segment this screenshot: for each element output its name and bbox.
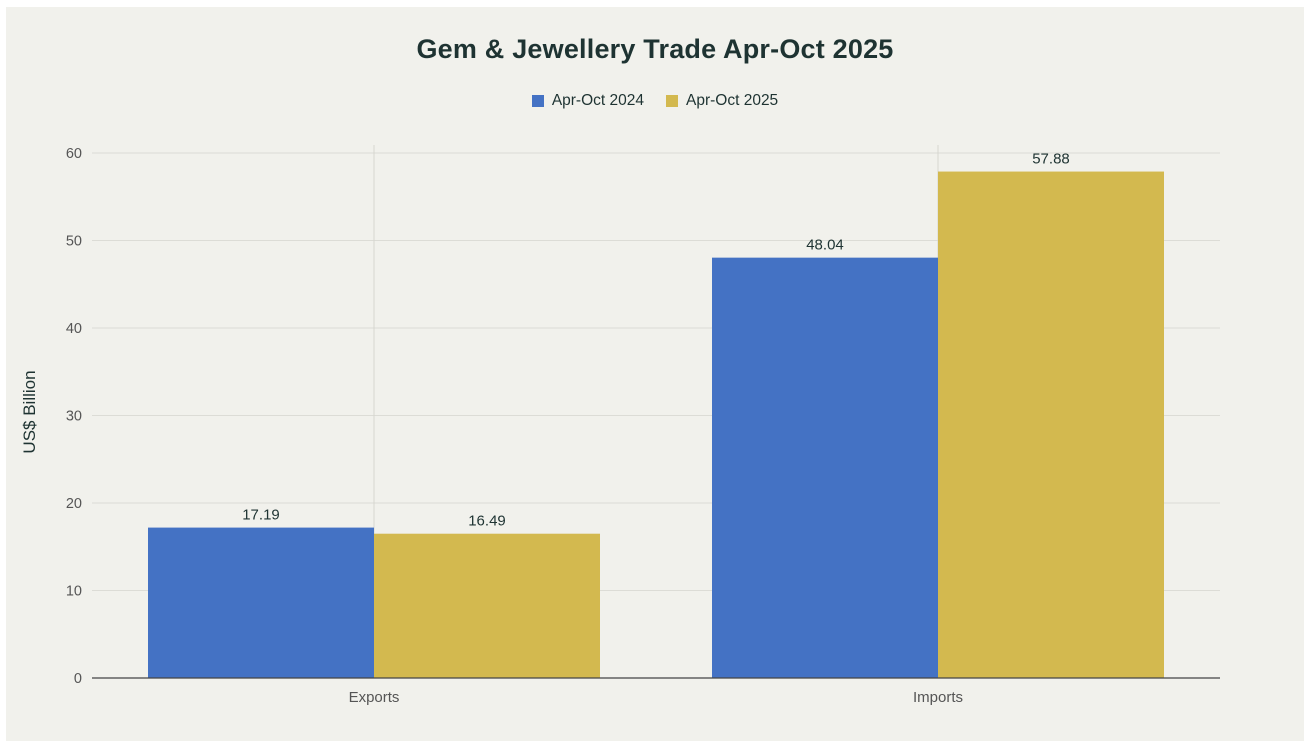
legend-swatch-series-2 [666, 95, 678, 107]
legend-item-series-2[interactable]: Apr-Oct 2025 [666, 92, 778, 110]
bar-exports-series-2 [374, 533, 600, 678]
data-label: 48.04 [806, 237, 844, 254]
y-tick-label: 50 [66, 234, 82, 250]
bar-exports-series-1 [148, 527, 374, 678]
legend-swatch-series-1 [531, 95, 544, 107]
y-tick-label: 30 [66, 409, 82, 425]
bar-imports-series-2 [938, 171, 1164, 679]
chart-title: Gem & Jewellery Trade Apr-Oct 2025 [416, 34, 894, 64]
x-tick-label: Exports [349, 689, 400, 706]
legend: Apr-Oct 2024 Apr-Oct 2025 [0, 92, 1310, 110]
y-tick-label: 0 [74, 671, 82, 687]
x-tick-label: Imports [913, 689, 963, 706]
data-label: 17.19 [242, 507, 280, 524]
data-label: 16.49 [468, 513, 506, 530]
legend-label-series-1: Apr-Oct 2024 [551, 92, 644, 109]
y-tick-label: 40 [66, 321, 82, 337]
y-tick-label: 20 [66, 496, 82, 512]
data-label: 57.88 [1032, 151, 1070, 168]
legend-label-series-2: Apr-Oct 2025 [686, 92, 779, 109]
y-tick-label: 60 [66, 146, 82, 162]
y-tick-label: 10 [66, 584, 82, 600]
bar-imports-series-1 [712, 257, 938, 678]
legend-item-series-1[interactable]: Apr-Oct 2024 [531, 92, 644, 110]
